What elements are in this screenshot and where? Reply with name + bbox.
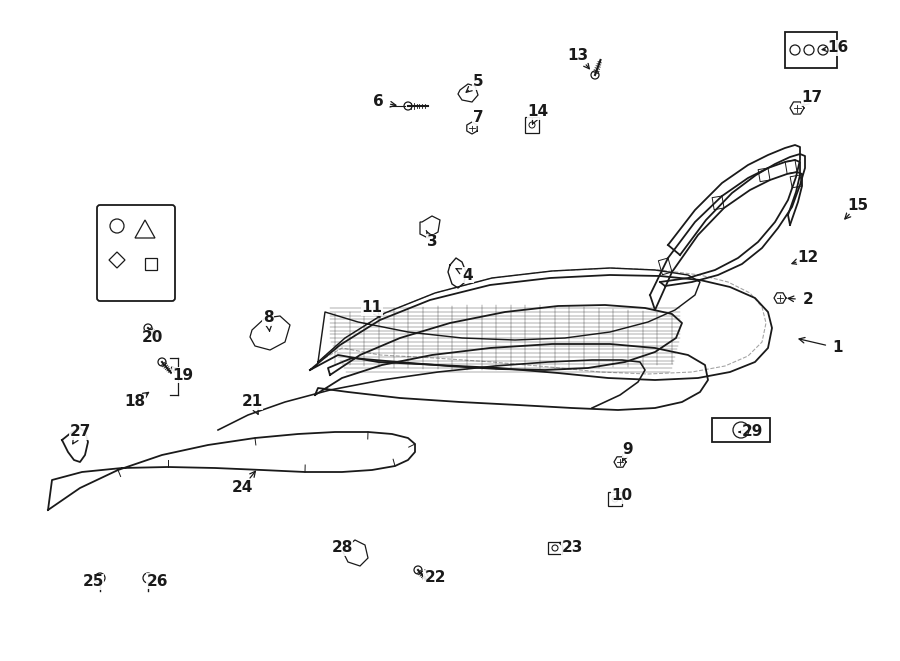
Text: 8: 8: [263, 311, 274, 325]
Text: 7: 7: [472, 110, 483, 126]
Text: 19: 19: [173, 368, 194, 383]
Text: 13: 13: [567, 48, 589, 63]
Text: 10: 10: [611, 488, 633, 504]
Bar: [525, 117, 539, 133]
Bar: [785, 32, 837, 68]
Text: 12: 12: [797, 251, 819, 266]
Text: 28: 28: [331, 541, 353, 555]
Text: 18: 18: [124, 395, 146, 410]
Text: 4: 4: [463, 268, 473, 282]
Text: 9: 9: [623, 442, 634, 457]
Text: 2: 2: [803, 293, 814, 307]
Text: 26: 26: [148, 574, 169, 588]
Text: 3: 3: [427, 235, 437, 249]
Text: 17: 17: [801, 91, 823, 106]
Text: 23: 23: [562, 541, 582, 555]
Bar: [145, 258, 157, 270]
Text: 11: 11: [362, 301, 382, 315]
Text: 25: 25: [82, 574, 104, 590]
Text: 24: 24: [231, 481, 253, 496]
Text: 20: 20: [141, 330, 163, 346]
Text: 29: 29: [742, 424, 762, 440]
Text: 21: 21: [241, 395, 263, 410]
FancyBboxPatch shape: [97, 205, 175, 301]
Text: 6: 6: [373, 95, 383, 110]
Bar: [712, 418, 770, 442]
Text: 14: 14: [527, 104, 549, 120]
Text: 1: 1: [832, 340, 843, 356]
Text: 16: 16: [827, 40, 849, 56]
Text: 22: 22: [424, 570, 446, 586]
Text: 27: 27: [69, 424, 91, 440]
Text: 5: 5: [472, 75, 483, 89]
Text: 15: 15: [848, 198, 868, 212]
